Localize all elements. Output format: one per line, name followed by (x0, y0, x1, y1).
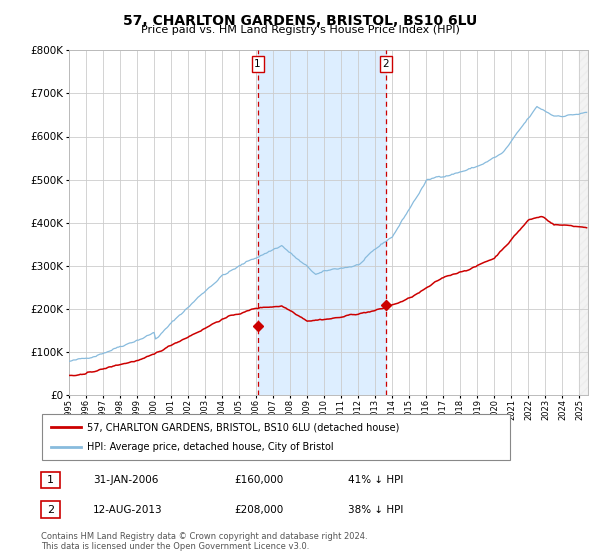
Text: £160,000: £160,000 (234, 475, 283, 485)
Text: 31-JAN-2006: 31-JAN-2006 (93, 475, 158, 485)
Text: 1: 1 (254, 59, 261, 69)
Text: 41% ↓ HPI: 41% ↓ HPI (348, 475, 403, 485)
Text: Contains HM Land Registry data © Crown copyright and database right 2024.
This d: Contains HM Land Registry data © Crown c… (41, 532, 367, 552)
Text: 57, CHARLTON GARDENS, BRISTOL, BS10 6LU: 57, CHARLTON GARDENS, BRISTOL, BS10 6LU (123, 14, 477, 28)
Text: 38% ↓ HPI: 38% ↓ HPI (348, 505, 403, 515)
Text: £208,000: £208,000 (234, 505, 283, 515)
Bar (257, 50, 386, 395)
Text: 12-AUG-2013: 12-AUG-2013 (93, 505, 163, 515)
Text: 2: 2 (47, 505, 54, 515)
Text: Price paid vs. HM Land Registry's House Price Index (HPI): Price paid vs. HM Land Registry's House … (140, 25, 460, 35)
Bar (580, 50, 588, 395)
Text: 57, CHARLTON GARDENS, BRISTOL, BS10 6LU (detached house): 57, CHARLTON GARDENS, BRISTOL, BS10 6LU … (87, 422, 400, 432)
Text: HPI: Average price, detached house, City of Bristol: HPI: Average price, detached house, City… (87, 442, 334, 452)
Text: 1: 1 (47, 475, 54, 485)
Text: 2: 2 (382, 59, 389, 69)
